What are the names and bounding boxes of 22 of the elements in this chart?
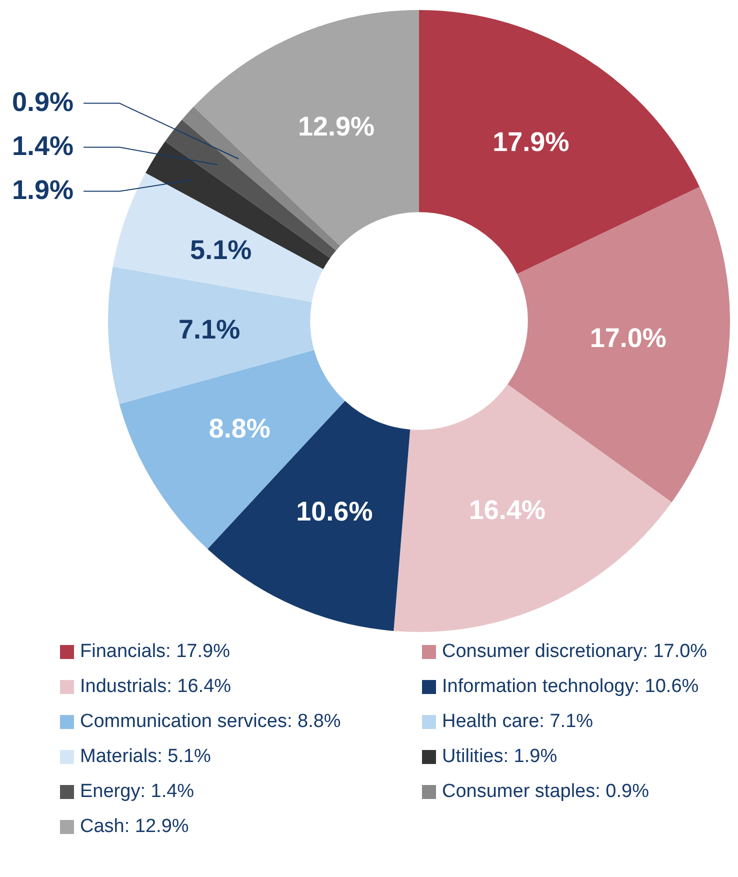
data-label: 12.9% [298, 112, 375, 142]
legend-label: Information technology: 10.6% [442, 676, 699, 698]
legend-label: Financials: 17.9% [80, 640, 230, 662]
data-label: 17.0% [590, 322, 666, 353]
data-label: 16.4% [468, 494, 546, 525]
legend-label: Industrials: 16.4% [80, 676, 232, 698]
legend-label: Consumer discretionary: 17.0% [442, 640, 708, 662]
legend-label: Energy: 1.4% [80, 780, 194, 802]
data-label: 1.4% [12, 130, 74, 161]
data-label: 1.9% [12, 174, 74, 205]
legend-label: Consumer staples: 0.9% [442, 780, 649, 802]
data-label: 8.8% [208, 414, 270, 444]
data-label: 0.9% [12, 86, 74, 117]
legend-label: Utilities: 1.9% [442, 746, 558, 768]
legend-label: Materials: 5.1% [80, 746, 211, 768]
data-label: 7.1% [178, 314, 240, 344]
legend-label: Communication services: 8.8% [80, 710, 341, 732]
legend-label: Cash: 12.9% [80, 816, 189, 838]
legend-label: Health care: 7.1% [442, 710, 594, 732]
data-label: 5.1% [190, 235, 252, 266]
data-label: 10.6% [296, 496, 373, 527]
data-label: 17.9% [492, 126, 570, 157]
